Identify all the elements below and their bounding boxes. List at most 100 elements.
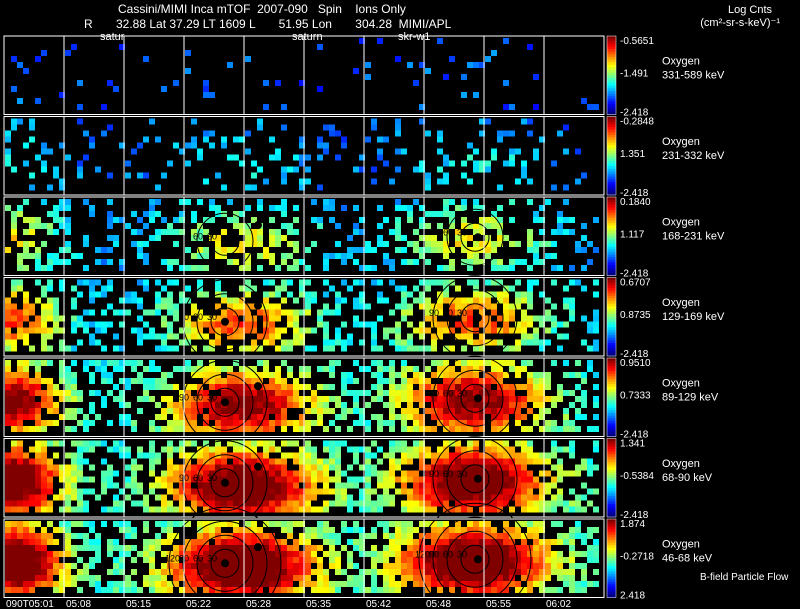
heat-cell (521, 396, 527, 402)
heat-cell (23, 402, 29, 408)
heat-cell (71, 408, 77, 414)
heat-cell (491, 339, 497, 346)
heat-cell (473, 384, 479, 390)
heat-cell (347, 506, 353, 513)
heat-cell (263, 539, 269, 545)
heat-cell (455, 482, 461, 489)
heat-cell (317, 86, 323, 92)
heat-cell (251, 545, 257, 551)
colorbar-min: -2.418 (620, 108, 649, 119)
panel-3 (5, 199, 599, 271)
heat-cell (179, 396, 185, 402)
heat-cell (185, 482, 191, 489)
heat-cell (401, 563, 407, 569)
heat-cell (29, 327, 35, 334)
colorbar-max: -0.5651 (620, 36, 654, 47)
heat-cell (281, 464, 287, 471)
heat-cell (425, 506, 431, 513)
bfield-marker (474, 233, 482, 242)
heat-cell (59, 390, 65, 396)
heat-cell (233, 557, 239, 563)
colorbar-segment (607, 511, 616, 515)
heat-cell (503, 440, 509, 447)
heat-cell (209, 569, 215, 575)
heat-cell (17, 446, 23, 453)
heat-cell (533, 482, 539, 489)
heat-cell (521, 118, 527, 125)
heat-cell (71, 494, 77, 501)
heat-cell (107, 279, 113, 286)
heat-cell (395, 339, 401, 346)
heat-cell (125, 172, 131, 179)
heat-cell (59, 205, 65, 211)
heat-cell (257, 476, 263, 483)
heat-cell (107, 390, 113, 396)
heat-cell (41, 581, 47, 587)
heat-cell (23, 68, 29, 74)
colorbar-segment (607, 46, 616, 50)
heat-cell (449, 527, 455, 533)
heat-cell (275, 345, 281, 352)
heat-cell (203, 426, 209, 432)
heat-cell (215, 551, 221, 557)
heat-cell (167, 345, 173, 352)
heat-cell (341, 581, 347, 587)
heat-cell (251, 384, 257, 390)
heat-cell (17, 506, 23, 513)
heat-cell (341, 402, 347, 408)
bfield-marker (254, 543, 262, 552)
heat-cell (443, 384, 449, 390)
heat-cell (491, 217, 497, 223)
heat-cell (491, 527, 497, 533)
heat-cell (191, 452, 197, 459)
heat-cell (209, 414, 215, 420)
heat-cell (227, 440, 233, 447)
heat-cell (377, 279, 383, 286)
heat-cell (257, 482, 263, 489)
heat-cell (503, 321, 509, 328)
heat-cell (449, 345, 455, 352)
heat-cell (425, 68, 431, 74)
heat-cell (5, 345, 11, 352)
colorbar-segment (607, 431, 616, 435)
heat-cell (113, 581, 119, 587)
heat-cell (281, 563, 287, 569)
heat-cell (407, 494, 413, 501)
heat-cell (479, 551, 485, 557)
heat-cell (269, 458, 275, 465)
heat-cell (377, 390, 383, 396)
heat-cell (293, 390, 299, 396)
heat-cell (479, 581, 485, 587)
heat-cell (377, 482, 383, 489)
heat-cell (539, 291, 545, 298)
heat-cell (5, 384, 11, 390)
heat-cell (17, 333, 23, 340)
heat-cell (263, 279, 269, 286)
heat-cell (431, 482, 437, 489)
heat-cell (125, 297, 131, 304)
heat-cell (527, 378, 533, 384)
colorbar-segment (607, 555, 616, 559)
heat-cell (89, 575, 95, 581)
heat-cell (473, 569, 479, 575)
colorbar-segment (607, 589, 616, 593)
heat-cell (119, 527, 125, 533)
heat-cell (143, 241, 149, 247)
colorbar-segment (607, 104, 616, 108)
heat-cell (503, 521, 509, 527)
heat-cell (269, 205, 275, 211)
heat-cell (335, 476, 341, 483)
colorbar-segment (607, 501, 616, 505)
heat-cell (491, 557, 497, 563)
heat-cell (71, 321, 77, 328)
heat-cell (359, 575, 365, 581)
heat-cell (395, 285, 401, 292)
heat-cell (239, 265, 245, 271)
heat-cell (269, 494, 275, 501)
heat-cell (149, 217, 155, 223)
heat-cell (281, 470, 287, 477)
heat-cell (83, 154, 89, 161)
heat-cell (47, 148, 53, 155)
heat-cell (65, 247, 71, 253)
heat-cell (5, 420, 11, 426)
